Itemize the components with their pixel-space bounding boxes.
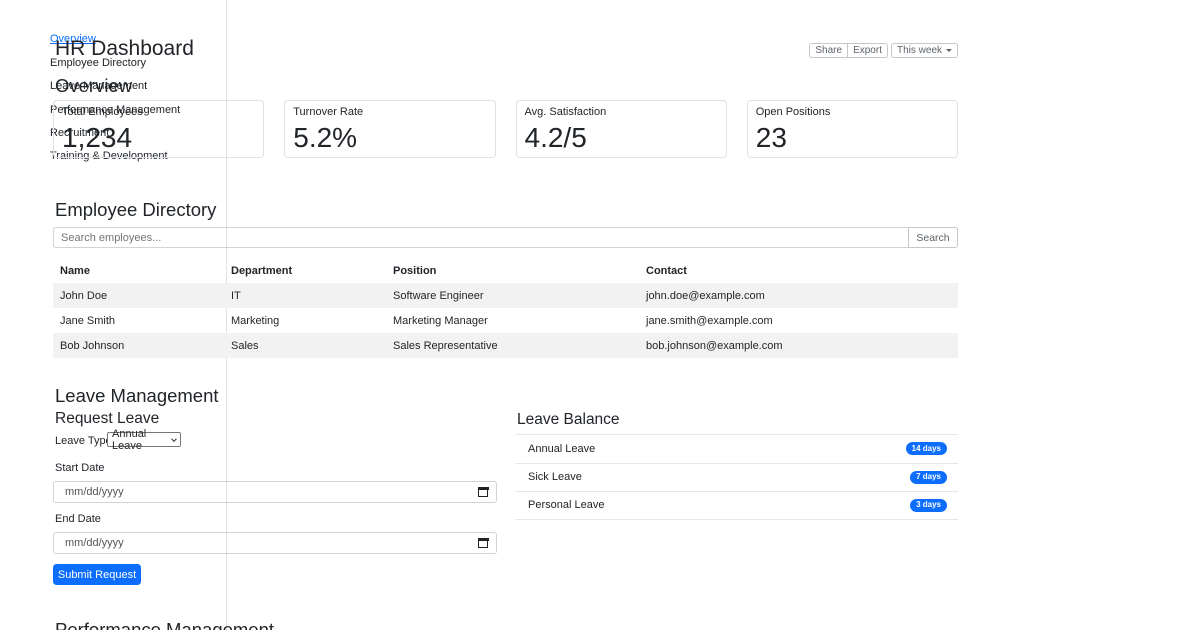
days-badge: 14 days bbox=[905, 442, 947, 456]
cell-name: John Doe bbox=[60, 289, 108, 302]
cell-position: Software Engineer bbox=[393, 289, 484, 302]
leave-balance-list: Annual Leave 14 days Sick Leave 7 days P… bbox=[515, 434, 958, 520]
end-date-field[interactable] bbox=[54, 537, 478, 549]
table-row: John Doe IT Software Engineer john.doe@e… bbox=[53, 283, 958, 308]
cell-name: Jane Smith bbox=[60, 314, 116, 327]
leave-balance-item: Sick Leave 7 days bbox=[515, 462, 958, 492]
calendar-icon[interactable] bbox=[477, 486, 489, 497]
leave-heading: Leave Management bbox=[55, 385, 219, 406]
stat-card-open-positions: Open Positions 23 bbox=[746, 100, 958, 158]
stat-label: Avg. Satisfaction bbox=[524, 106, 607, 118]
sidebar-item-directory[interactable]: Employee Directory bbox=[50, 57, 146, 69]
start-date-label: Start Date bbox=[55, 462, 105, 474]
employee-table: Name Department Position Contact John Do… bbox=[53, 258, 958, 358]
leave-type-select[interactable]: Annual Leave bbox=[107, 428, 181, 452]
stat-card-turnover-rate: Turnover Rate 5.2% bbox=[284, 100, 496, 158]
leave-balance-heading: Leave Balance bbox=[517, 411, 620, 428]
days-badge: 7 days bbox=[910, 470, 947, 484]
page-title: HR Dashboard bbox=[55, 37, 194, 60]
sidebar: Overview Employee Directory Leave Manage… bbox=[0, 0, 227, 630]
sidebar-item-overview[interactable]: Overview bbox=[50, 33, 96, 45]
sidebar-item-recruitment[interactable]: Recruitment bbox=[50, 127, 110, 139]
toolbar: Share Export This week bbox=[809, 43, 958, 58]
overview-heading: Overview bbox=[55, 75, 133, 96]
days-badge: 3 days bbox=[910, 498, 947, 512]
stat-card-avg-satisfaction: Avg. Satisfaction 4.2/5 bbox=[515, 100, 727, 158]
main-content: HR Dashboard Share Export This week Over… bbox=[53, 0, 958, 630]
sidebar-item-performance[interactable]: Performance Management bbox=[50, 104, 181, 116]
employee-search-group: Search bbox=[53, 227, 958, 248]
stat-value: 1,234 bbox=[62, 122, 133, 153]
cell-contact: jane.smith@example.com bbox=[646, 314, 773, 327]
stat-cards: Total Employees 1,234 Turnover Rate 5.2%… bbox=[53, 100, 958, 158]
share-button[interactable]: Share bbox=[809, 43, 849, 58]
stat-label: Turnover Rate bbox=[293, 106, 364, 118]
start-date-input[interactable] bbox=[53, 481, 497, 503]
directory-heading: Employee Directory bbox=[55, 199, 217, 220]
balance-label: Personal Leave bbox=[528, 499, 605, 512]
stat-value: 5.2% bbox=[293, 122, 358, 153]
table-row: Bob Johnson Sales Sales Representative b… bbox=[53, 333, 958, 358]
calendar-icon[interactable] bbox=[477, 537, 489, 548]
cell-position: Marketing Manager bbox=[393, 314, 488, 327]
performance-heading: Performance Management bbox=[55, 619, 275, 630]
col-header-name: Name bbox=[60, 264, 90, 277]
request-leave-heading: Request Leave bbox=[55, 410, 160, 427]
table-header-row: Name Department Position Contact bbox=[53, 258, 958, 283]
submit-request-button[interactable]: Submit Request bbox=[53, 564, 141, 585]
start-date-field[interactable] bbox=[54, 486, 478, 498]
balance-label: Sick Leave bbox=[528, 471, 582, 484]
stat-card-total-employees: Total Employees 1,234 bbox=[53, 100, 265, 158]
cell-department: IT bbox=[231, 289, 241, 302]
leave-balance-item: Annual Leave 14 days bbox=[515, 434, 958, 463]
leave-balance-item: Personal Leave 3 days bbox=[515, 491, 958, 520]
col-header-contact: Contact bbox=[646, 264, 687, 277]
stat-value: 4.2/5 bbox=[524, 122, 587, 153]
sidebar-item-training[interactable]: Training & Development bbox=[50, 150, 168, 162]
cell-position: Sales Representative bbox=[393, 339, 498, 352]
chevron-down-icon bbox=[946, 49, 952, 52]
period-label: This week bbox=[896, 44, 942, 56]
cell-contact: bob.johnson@example.com bbox=[646, 339, 783, 352]
stat-value: 23 bbox=[755, 122, 787, 153]
end-date-label: End Date bbox=[55, 513, 101, 525]
stat-label: Total Employees bbox=[62, 106, 143, 118]
chevron-down-icon bbox=[171, 435, 177, 442]
sidebar-item-leave[interactable]: Leave Management bbox=[50, 80, 148, 92]
search-button[interactable]: Search bbox=[908, 227, 958, 248]
leave-type-value: Annual Leave bbox=[112, 427, 147, 452]
table-row: Jane Smith Marketing Marketing Manager j… bbox=[53, 308, 958, 333]
stat-label: Open Positions bbox=[755, 106, 831, 118]
cell-name: Bob Johnson bbox=[60, 339, 125, 352]
balance-label: Annual Leave bbox=[528, 442, 596, 455]
search-input[interactable] bbox=[53, 227, 908, 248]
cell-department: Sales bbox=[231, 339, 259, 352]
share-export-group: Share Export bbox=[809, 43, 888, 58]
col-header-position: Position bbox=[393, 264, 437, 277]
cell-department: Marketing bbox=[231, 314, 280, 327]
col-header-department: Department bbox=[231, 264, 293, 277]
export-button[interactable]: Export bbox=[848, 43, 888, 58]
leave-type-label: Leave Type bbox=[55, 435, 112, 447]
cell-contact: john.doe@example.com bbox=[646, 289, 765, 302]
period-dropdown[interactable]: This week bbox=[890, 43, 958, 58]
end-date-input[interactable] bbox=[53, 532, 497, 554]
